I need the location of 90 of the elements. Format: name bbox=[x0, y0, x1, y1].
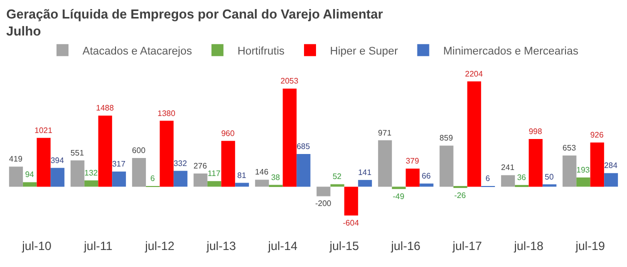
data-label: 971 bbox=[378, 128, 392, 138]
data-label: 2204 bbox=[464, 69, 484, 78]
bar bbox=[392, 186, 406, 190]
data-label: 551 bbox=[70, 148, 84, 158]
data-label: 66 bbox=[422, 172, 432, 181]
data-label: -49 bbox=[392, 192, 405, 202]
bar bbox=[132, 158, 146, 187]
x-tick-label: jul-19 bbox=[574, 239, 606, 253]
x-tick-label: jul-10 bbox=[21, 239, 52, 253]
data-label: 600 bbox=[132, 146, 146, 156]
bar bbox=[420, 184, 434, 187]
data-label: 1021 bbox=[34, 126, 53, 135]
bar bbox=[528, 139, 543, 187]
data-label: 394 bbox=[50, 156, 64, 165]
bar bbox=[604, 173, 618, 187]
bar bbox=[330, 184, 344, 187]
bar bbox=[501, 175, 515, 187]
chart-subtitle: Julho bbox=[6, 24, 41, 39]
bar bbox=[235, 182, 249, 187]
data-label: 6 bbox=[150, 174, 156, 183]
data-label: 276 bbox=[194, 162, 208, 171]
data-label: 379 bbox=[406, 156, 420, 166]
data-label: 653 bbox=[562, 144, 576, 152]
x-tick-label: jul-16 bbox=[390, 239, 421, 253]
data-label: 2053 bbox=[280, 76, 299, 86]
bar bbox=[296, 154, 310, 187]
x-tick-label: jul-17 bbox=[452, 239, 482, 253]
bar bbox=[221, 140, 236, 187]
bar bbox=[440, 146, 454, 187]
data-label: 193 bbox=[576, 165, 590, 174]
data-label: 1380 bbox=[157, 108, 176, 118]
bar bbox=[282, 88, 297, 187]
bar bbox=[255, 180, 269, 187]
data-label: 241 bbox=[501, 163, 515, 172]
data-label: 998 bbox=[528, 127, 543, 136]
data-label: 6 bbox=[486, 174, 491, 183]
bar bbox=[70, 160, 84, 187]
data-label: 317 bbox=[112, 160, 126, 169]
data-label: 685 bbox=[296, 142, 310, 151]
data-label: 141 bbox=[358, 168, 372, 177]
data-label: 419 bbox=[9, 154, 23, 164]
x-tick-label: jul-15 bbox=[328, 239, 360, 253]
bar bbox=[467, 81, 482, 187]
bar bbox=[194, 174, 208, 187]
data-label: 284 bbox=[604, 161, 618, 170]
data-label: -604 bbox=[342, 218, 360, 228]
x-tick-label: jul-14 bbox=[267, 239, 298, 253]
data-label: 960 bbox=[221, 128, 236, 138]
bar bbox=[160, 120, 174, 187]
x-tick-label: jul-12 bbox=[144, 239, 175, 253]
bar bbox=[22, 182, 37, 187]
bar bbox=[316, 186, 330, 196]
bar bbox=[358, 180, 372, 187]
legend-label: Hiper e Super bbox=[330, 45, 398, 58]
legend-label: Atacados e Atacarejos bbox=[82, 45, 192, 58]
legend-label: Hortifrutis bbox=[237, 45, 286, 58]
data-label: 117 bbox=[208, 169, 221, 178]
bar bbox=[36, 138, 51, 187]
data-label: 36 bbox=[517, 172, 527, 182]
data-label: 859 bbox=[440, 134, 454, 143]
data-label: 926 bbox=[590, 130, 604, 140]
bar bbox=[112, 172, 126, 187]
bar bbox=[576, 177, 590, 187]
data-label: 1488 bbox=[96, 104, 114, 113]
data-label: 81 bbox=[237, 170, 247, 180]
data-label: 52 bbox=[332, 172, 342, 182]
bar bbox=[207, 181, 222, 187]
bar bbox=[9, 166, 23, 187]
bar bbox=[562, 156, 576, 187]
data-label: 50 bbox=[544, 172, 554, 182]
bar bbox=[378, 140, 392, 187]
data-label: 146 bbox=[255, 168, 269, 177]
x-tick-label: jul-11 bbox=[83, 239, 113, 253]
data-label: 94 bbox=[25, 170, 35, 180]
legend-label: Minimercados e Mercearias bbox=[443, 45, 579, 58]
data-label: 132 bbox=[84, 168, 98, 178]
bar bbox=[344, 186, 358, 216]
bar bbox=[590, 142, 604, 187]
x-tick-label: jul-13 bbox=[206, 239, 236, 253]
bar bbox=[406, 168, 420, 187]
x-tick-label: jul-18 bbox=[513, 239, 544, 253]
data-label: 332 bbox=[174, 158, 188, 168]
data-label: 38 bbox=[271, 172, 281, 182]
bar bbox=[84, 180, 98, 187]
data-label: -200 bbox=[315, 199, 332, 208]
bar bbox=[174, 170, 188, 187]
bar bbox=[50, 168, 64, 187]
chart-title: Geração Líquida de Empregos por Canal do Varejo Alimentar bbox=[6, 6, 383, 22]
bar bbox=[98, 116, 112, 187]
data-label: -26 bbox=[454, 191, 466, 200]
